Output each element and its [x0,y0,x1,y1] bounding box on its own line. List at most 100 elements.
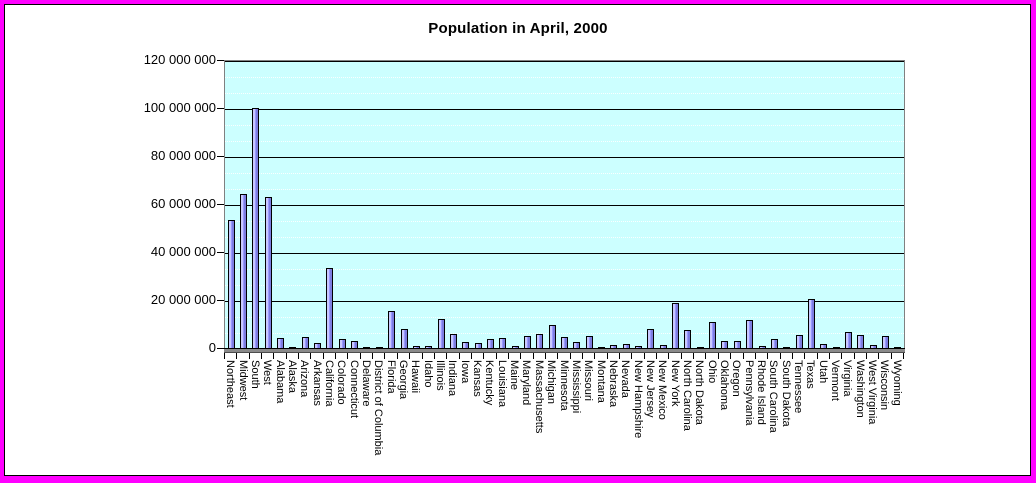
x-tick-mark [261,353,262,359]
x-tick-mark [224,353,225,359]
x-tick-mark [570,353,571,359]
x-label-washington: Washington [853,360,866,418]
major-gridline-40000000 [225,253,904,254]
x-tick-mark [249,353,250,359]
major-gridline-120000000 [225,61,904,62]
x-label-west: West [261,360,274,385]
x-tick-mark [878,353,879,359]
minor-gridline [225,237,904,238]
x-tick-mark [508,353,509,359]
x-tick-mark [780,353,781,359]
major-gridline-60000000 [225,205,904,206]
x-label-utah: Utah [816,360,829,384]
x-label-illinois: Illinois [434,360,447,391]
x-tick-mark [397,353,398,359]
x-label-virginia: Virginia [841,360,854,397]
major-gridline-20000000 [225,301,904,302]
x-tick-mark [755,353,756,359]
minor-gridline [225,317,904,318]
x-tick-mark [545,353,546,359]
x-tick-mark [360,353,361,359]
x-label-indiana: Indiana [446,360,459,397]
bar-pennsylvania [746,320,753,349]
minor-gridline [225,173,904,174]
bar-michigan [549,325,556,349]
x-label-hawaii: Hawaii [409,360,422,394]
x-label-delaware: Delaware [359,360,372,407]
minor-gridline [225,125,904,126]
x-tick-mark [903,353,904,359]
minor-gridline [225,141,904,142]
x-tick-mark [705,353,706,359]
bar-new-york [672,303,679,349]
x-label-alabama: Alabama [273,360,286,404]
x-label-oregon: Oregon [730,360,743,397]
y-tick-mark [217,108,224,109]
y-tick-label-40-000-000: 40 000 000 [150,244,216,259]
x-tick-mark [520,353,521,359]
x-label-oklahoma: Oklahoma [717,360,730,411]
x-tick-mark [730,353,731,359]
x-tick-mark [594,353,595,359]
x-tick-mark [619,353,620,359]
x-label-new-jersey: New Jersey [643,360,656,418]
x-label-south-dakota: South Dakota [779,360,792,427]
bar-virginia [845,332,852,349]
x-label-massachusetts: Massachusetts [532,360,545,434]
bar-indiana [450,334,457,349]
x-tick-mark [459,353,460,359]
x-tick-mark [631,353,632,359]
x-tick-mark [533,353,534,359]
y-tick-mark [217,60,224,61]
x-label-arizona: Arizona [298,360,311,398]
y-tick-label-80-000-000: 80 000 000 [150,148,216,163]
bar-washington [857,335,864,349]
x-tick-mark [829,353,830,359]
major-gridline-80000000 [225,157,904,158]
x-tick-mark [841,353,842,359]
x-tick-mark [236,353,237,359]
x-axis-floor-strip [224,348,905,353]
x-label-wisconsin: Wisconsin [878,360,891,411]
x-label-new-mexico: New Mexico [656,360,669,420]
x-tick-mark [273,353,274,359]
bar-massachusetts [536,334,543,349]
y-tick-label-60-000-000: 60 000 000 [150,196,216,211]
x-label-louisiana: Louisiana [495,360,508,408]
x-tick-mark [347,353,348,359]
x-tick-mark [607,353,608,359]
bar-north-carolina [684,330,691,349]
x-label-north-carolina: North Carolina [680,360,693,431]
x-label-north-dakota: North Dakota [693,360,706,425]
x-label-midwest: Midwest [236,360,249,401]
bar-new-jersey [647,329,654,349]
x-label-montana: Montana [594,360,607,403]
minor-gridline [225,221,904,222]
x-tick-mark [644,353,645,359]
minor-gridline [225,189,904,190]
x-tick-mark [817,353,818,359]
x-label-minnesota: Minnesota [557,360,570,411]
x-label-nebraska: Nebraska [606,360,619,408]
x-tick-mark [854,353,855,359]
x-tick-mark [446,353,447,359]
plot-area [224,60,905,350]
x-tick-mark [434,353,435,359]
x-label-california: California [322,360,335,407]
x-label-pennsylvania: Pennsylvania [742,360,755,426]
x-label-michigan: Michigan [545,360,558,405]
x-tick-mark [792,353,793,359]
x-tick-mark [298,353,299,359]
major-gridline-100000000 [225,109,904,110]
y-tick-label-100-000-000: 100 000 000 [143,100,216,115]
x-label-new-york: New York [668,360,681,407]
x-label-vermont: Vermont [829,360,842,401]
x-tick-mark [718,353,719,359]
x-label-rhode-island: Rhode Island [755,360,768,425]
x-label-alaska: Alaska [285,360,298,394]
x-label-northeast: Northeast [224,360,237,408]
x-label-maine: Maine [508,360,521,390]
bar-midwest [240,194,247,349]
chart-title: Population in April, 2000 [428,20,608,37]
